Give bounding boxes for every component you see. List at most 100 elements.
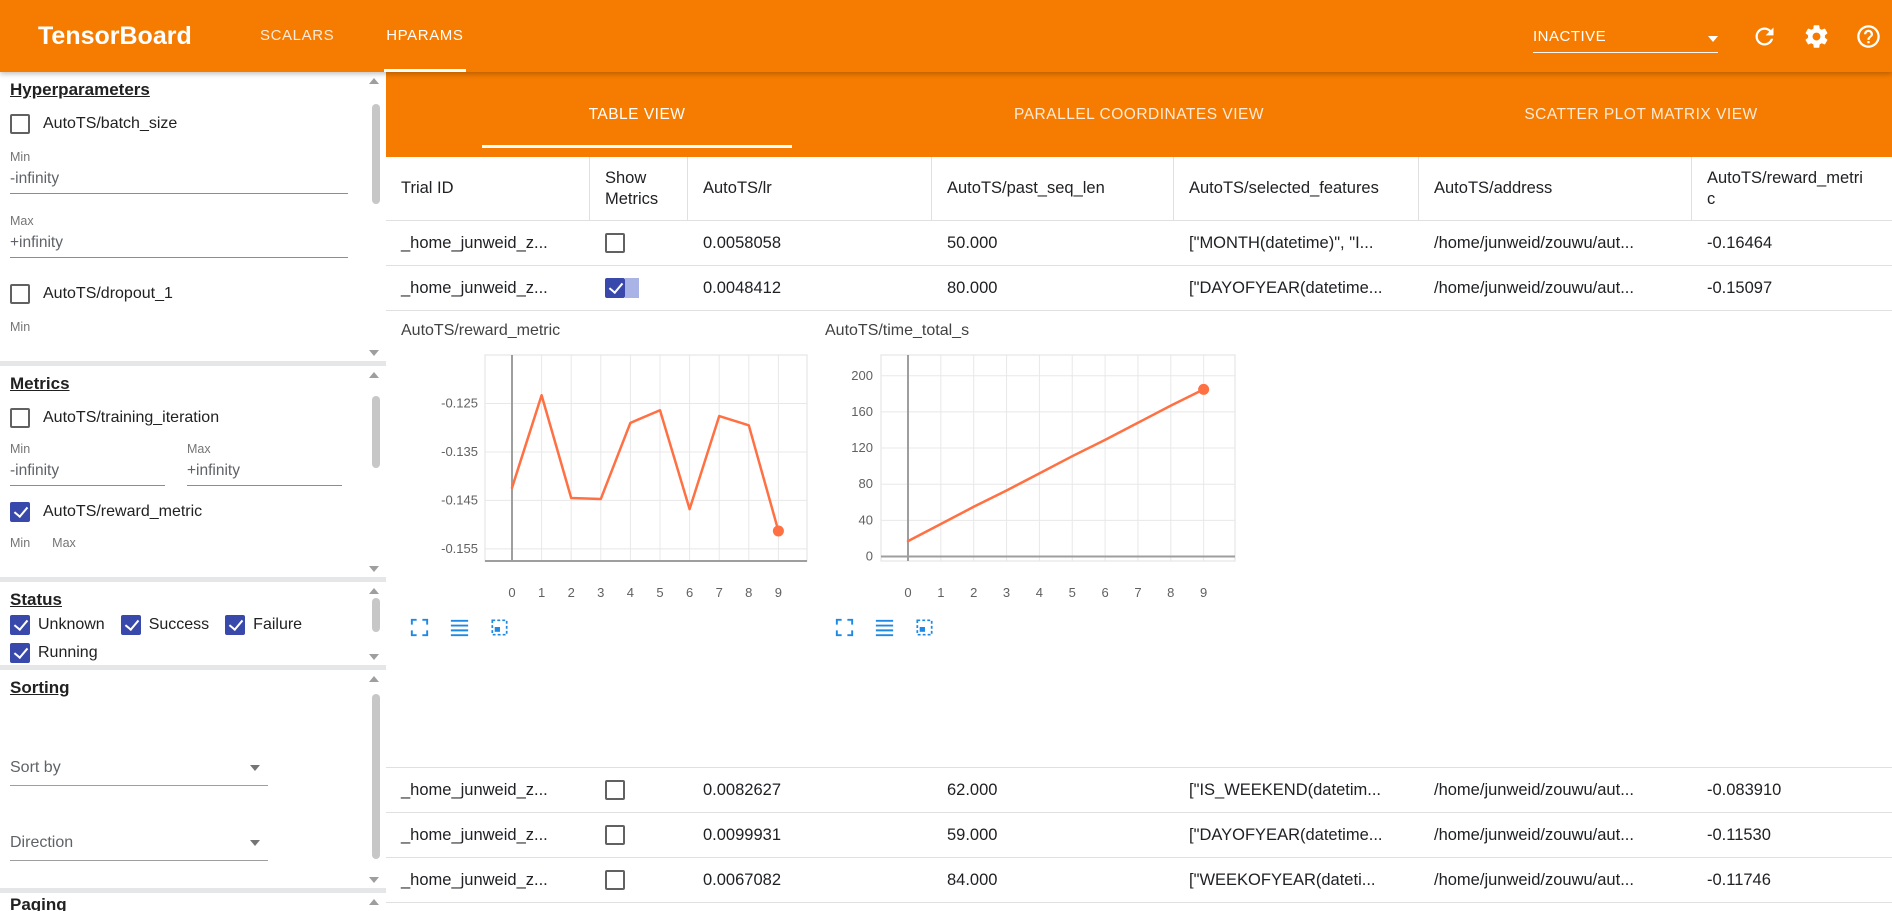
hparam-label: AutoTS/batch_size [43,115,178,132]
tab-hparams[interactable]: HPARAMS [360,0,489,72]
column-header-trial-id: Trial ID [386,157,590,220]
svg-text:-0.145: -0.145 [441,492,478,507]
paging-heading: Paging [10,895,67,911]
scrollbar-thumb[interactable] [372,396,380,468]
tab-parallel-coordinates-view[interactable]: PARALLEL COORDINATES VIEW [1014,105,1264,123]
refresh-icon[interactable] [1751,23,1778,50]
hparam-dropout[interactable]: AutoTS/dropout_1 [10,284,356,304]
svg-text:4: 4 [1036,585,1043,600]
checkbox[interactable] [225,615,246,635]
scroll-up-icon[interactable] [369,588,379,594]
scroll-down-icon[interactable] [369,877,379,883]
svg-text:1: 1 [937,585,944,600]
cell-selected-features: ["IS_WEEKEND(datetim... [1189,780,1381,799]
fullscreen-icon[interactable] [833,616,856,639]
run-status-dropdown[interactable]: INACTIVE [1533,19,1718,53]
status-filter-failure[interactable]: Failure [225,615,302,635]
tab-scalars[interactable]: SCALARS [260,27,335,44]
column-header-past-seq-len: AutoTS/past_seq_len [932,157,1174,220]
scroll-up-icon[interactable] [369,899,379,905]
min-field: Min -infinity [10,442,165,486]
direction-dropdown[interactable]: Direction [10,828,268,861]
show-metrics-checkbox[interactable] [605,825,625,845]
cell-show-metrics [590,266,688,310]
scroll-up-icon[interactable] [369,676,379,682]
reward-metric-range: Min Max [10,536,356,550]
min-label: Min [10,536,31,550]
checkbox[interactable] [10,114,30,134]
show-metrics-checkbox[interactable] [605,278,625,298]
max-input[interactable]: +infinity [187,456,342,486]
min-input[interactable]: -infinity [10,456,165,486]
checkbox[interactable] [10,284,30,304]
scroll-down-icon[interactable] [369,566,379,572]
table-row: _home_junweid_z... 0.0048412 80.000 ["DA… [386,266,1892,311]
metric-label: AutoTS/training_iteration [43,409,220,426]
status-panel: Status Unknown Success Failure R [0,582,386,665]
table-row: _home_junweid_z... 0.0082627 62.000 ["IS… [386,768,1892,813]
metric-reward-metric[interactable]: AutoTS/reward_metric [10,502,356,522]
tab-table-view[interactable]: TABLE VIEW [386,72,888,157]
status-filters-row: Running [10,643,356,663]
status-label: Unknown [38,616,105,633]
max-input[interactable]: +infinity [10,228,348,258]
scrollbar-thumb[interactable] [372,598,380,632]
max-label: Max [187,442,211,456]
horizontal-lines-icon[interactable] [873,616,896,639]
table-header-row: Trial ID Show Metrics AutoTS/lr AutoTS/p… [386,157,1892,221]
max-field: Max [52,536,76,550]
status-filter-running[interactable]: Running [10,643,98,663]
scrollbar-thumb[interactable] [372,694,380,859]
checkbox[interactable] [10,643,30,663]
batch-size-min-field: Min -infinity [10,150,356,194]
max-field: Max +infinity [187,442,342,486]
status-filter-unknown[interactable]: Unknown [10,615,105,635]
metric-training-iteration[interactable]: AutoTS/training_iteration [10,408,356,428]
sort-by-dropdown[interactable]: Sort by [10,753,268,786]
show-metrics-checkbox[interactable] [605,780,625,800]
main-content: TABLE VIEW PARALLEL COORDINATES VIEW SCA… [386,72,1892,911]
cell-lr: 0.0058058 [703,233,781,252]
svg-text:80: 80 [859,476,873,491]
settings-icon[interactable] [1803,23,1830,50]
max-label: Max [52,536,76,550]
checkbox[interactable] [10,502,30,522]
checkbox[interactable] [120,615,141,635]
min-input[interactable]: -infinity [10,164,348,194]
direction-value: Direction [10,834,74,851]
cell-trial-id: _home_junweid_z... [401,780,548,799]
horizontal-lines-icon[interactable] [448,616,471,639]
cell-reward-metric: -0.11746 [1707,870,1771,889]
show-metrics-checkbox[interactable] [605,233,625,253]
scroll-down-icon[interactable] [369,350,379,356]
table-row: _home_junweid_z... 0.0099931 59.000 ["DA… [386,813,1892,858]
scroll-down-icon[interactable] [369,654,379,660]
hyperparameters-heading: Hyperparameters [10,80,150,99]
scrollbar-thumb[interactable] [372,104,380,204]
scroll-up-icon[interactable] [369,372,379,378]
cell-reward-metric: -0.11530 [1707,825,1771,844]
hparam-batch-size[interactable]: AutoTS/batch_size [10,114,356,134]
drag-select-icon[interactable] [913,616,936,639]
paging-panel: Paging [0,893,386,911]
scroll-up-icon[interactable] [369,78,379,84]
checkbox[interactable] [10,615,30,635]
cell-selected-features: ["MONTH(datetime)", "I... [1189,233,1374,252]
tab-scatter-plot-matrix-view[interactable]: SCATTER PLOT MATRIX VIEW [1524,105,1758,123]
svg-text:200: 200 [851,368,873,383]
cell-past-seq-len: 50.000 [947,233,998,252]
checkbox[interactable] [10,408,30,428]
cell-selected-features: ["DAYOFYEAR(datetime... [1189,278,1383,297]
time-total-chart: 0 40 80 120 160 200 0 1 2 3 4 5 6 7 8 9 [851,354,1236,600]
cell-lr: 0.0099931 [703,825,781,844]
help-icon[interactable] [1855,23,1882,50]
fullscreen-icon[interactable] [408,616,431,639]
cell-reward-metric: -0.15097 [1707,278,1773,297]
metric-label: AutoTS/reward_metric [43,503,203,520]
status-filter-success[interactable]: Success [120,615,209,635]
svg-text:-0.155: -0.155 [441,541,478,556]
dropout-min-field: Min [10,320,356,334]
drag-select-icon[interactable] [488,616,511,639]
show-metrics-checkbox[interactable] [605,870,625,890]
